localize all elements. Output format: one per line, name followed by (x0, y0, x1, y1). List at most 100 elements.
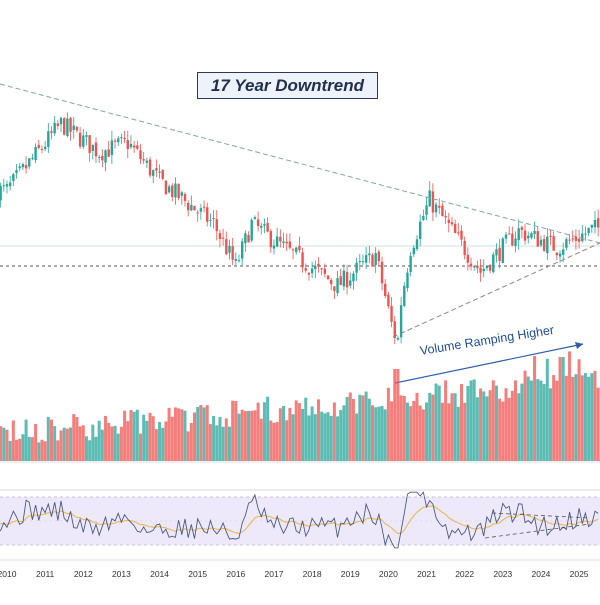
volume-bar (173, 407, 177, 461)
volume-arrow-line (394, 343, 584, 384)
volume-bar (304, 397, 308, 461)
volume-bar (326, 412, 330, 461)
volume-bar (186, 431, 190, 461)
candle-body (56, 123, 60, 126)
candle-body (415, 239, 419, 250)
volume-bar (459, 384, 463, 461)
candle-body (75, 126, 79, 131)
volume-bar (294, 400, 298, 461)
candle-body (571, 238, 574, 240)
candle-body (37, 144, 40, 148)
volume-bar (568, 351, 572, 461)
candle-body (501, 238, 505, 263)
volume-bar (444, 380, 448, 461)
oscillator-line (0, 491, 599, 549)
volume-bar (316, 399, 320, 461)
candle-body (180, 192, 184, 196)
volume-bar (358, 394, 362, 461)
candle-body (43, 146, 47, 150)
volume-bar (116, 433, 120, 461)
x-tick-label: 2013 (112, 569, 131, 579)
candle-body (425, 205, 428, 215)
volume-bar (431, 394, 435, 461)
candle-body (320, 268, 323, 270)
volume-bar (8, 440, 12, 461)
volume-bar (212, 415, 216, 461)
candle-body (34, 146, 37, 160)
volume-bar (224, 418, 228, 461)
volume-bar (75, 417, 79, 461)
candle-body (333, 286, 336, 291)
volume-bar (472, 379, 476, 461)
candle-body (587, 227, 590, 234)
volume-bar (291, 414, 295, 461)
candle-body (21, 164, 25, 168)
volume-bar (380, 405, 384, 461)
candle-body (457, 232, 460, 234)
volume-bar (104, 415, 108, 461)
volume-bar (536, 379, 540, 461)
volume-bar (393, 369, 397, 461)
candle-body (228, 245, 231, 253)
candle-body (562, 249, 565, 255)
volume-bar (18, 438, 22, 461)
volume-bar (501, 401, 505, 461)
volume-bar (5, 429, 9, 461)
candle-body (186, 202, 190, 211)
volume-bar (123, 410, 127, 461)
candle-body (460, 230, 463, 240)
volume-bar (161, 427, 165, 461)
volume-bar (69, 427, 73, 461)
candle-body (129, 143, 133, 148)
candle-body (164, 180, 168, 195)
volume-bar (371, 405, 375, 461)
candle-body (2, 185, 6, 187)
candle-body (549, 235, 552, 237)
volume-bar (339, 410, 343, 461)
volume-bar (129, 410, 133, 461)
volume-bar (453, 393, 457, 461)
candle-body (596, 218, 600, 228)
x-axis: 2010 2011 2012 2013 2014 2015 2016 2017 2018 2019… (0, 569, 589, 579)
volume-bar (205, 405, 209, 461)
candle-body (323, 268, 327, 274)
volume-bar (348, 392, 352, 461)
volume-bar (583, 373, 587, 461)
candle-body (209, 219, 212, 221)
candle-body (85, 135, 88, 137)
volume-bar (587, 376, 591, 461)
volume-bar (259, 418, 263, 461)
volume-bar (72, 414, 76, 461)
volume-bar (183, 410, 187, 461)
volume-bar (412, 400, 416, 461)
volume-bar (189, 422, 193, 461)
volume-bar (545, 358, 549, 461)
volume-bar (81, 425, 85, 461)
volume-arrow-head (575, 342, 583, 349)
candle-body (256, 219, 260, 226)
x-tick-label: 2015 (188, 569, 207, 579)
candle-body (577, 238, 581, 242)
candle-body (0, 185, 2, 201)
volume-bar (132, 411, 136, 461)
x-tick-label: 2019 (341, 569, 360, 579)
x-tick-label: 2011 (36, 569, 55, 579)
volume-bar (396, 369, 400, 461)
candle-body (193, 205, 196, 211)
volume-bar (313, 414, 317, 461)
candle-body (183, 194, 187, 201)
volume-bar (158, 422, 162, 461)
candle-body (91, 144, 95, 151)
candle-body (250, 219, 253, 241)
volume-bar (482, 391, 486, 461)
volume-bar (218, 416, 222, 461)
volume-bar (383, 409, 387, 461)
candle-body (24, 164, 28, 169)
candle-body (387, 294, 390, 307)
volume-bar (364, 391, 368, 461)
candle-body (428, 190, 431, 207)
candle-body (466, 254, 470, 263)
volume-bar (253, 410, 257, 461)
candle-body (244, 233, 247, 244)
